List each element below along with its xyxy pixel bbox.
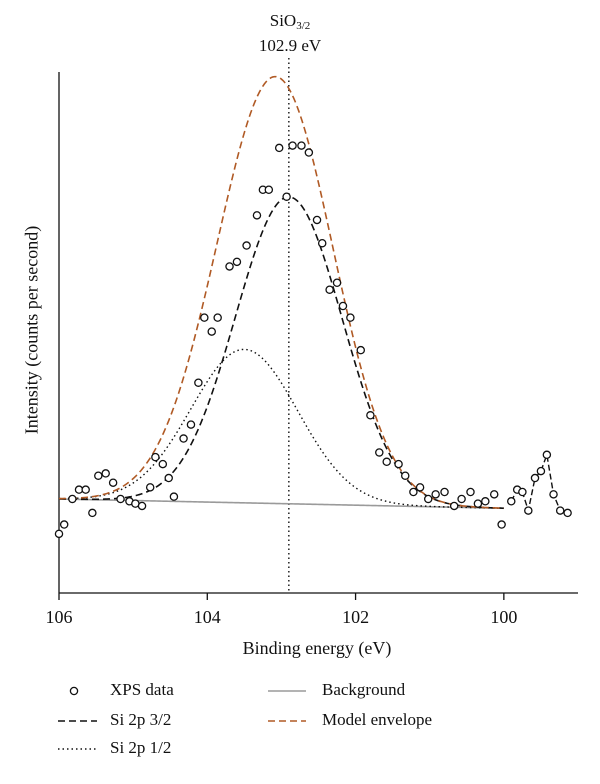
xps-data-point [457,494,466,504]
xps-data-point [356,345,366,355]
xps-data-point [242,241,251,250]
xps-data-point [137,501,147,511]
xps-data-point [274,143,284,153]
xps-data-point [542,450,552,460]
xps-data-point [497,520,506,529]
xps-data-point [346,313,355,322]
xps-data-point [423,494,433,504]
xps-data-point [555,506,565,515]
xps-data-point [332,278,342,287]
xps-data-point [563,508,572,518]
legend-markers [58,686,306,750]
x-tick-label: 102 [342,607,369,627]
xps-data-point [400,471,410,480]
xps-data-point [200,313,209,322]
data-tail-line [510,452,568,514]
xps-data-point [530,473,540,483]
xps-data-point [252,211,262,220]
xps-data-point [394,459,403,469]
xps-data-point [409,487,418,497]
xps-data-point [317,238,327,248]
xps-data-point [282,192,291,201]
xps-data-point [288,141,297,150]
annotation-label: SiO3/2 102.9 eV [240,11,340,56]
xps-data-point [375,448,384,457]
x-ticks: 106 104 102 100 [46,593,517,627]
xps-data-point [88,508,97,518]
xps-data-point [297,141,306,150]
xps-data-point [264,185,274,194]
xps-data-point [466,487,475,497]
x-axis-label: Binding energy (eV) [242,638,392,658]
data-points [54,141,572,539]
x-tick-label: 106 [46,607,73,627]
xps-data-point [108,478,118,487]
xps-data-point [151,452,160,462]
xps-data-point [94,471,103,480]
xps-data-point [338,301,348,311]
xps-data-point [431,490,440,499]
xps-data-point [116,494,125,504]
xps-data-point [489,490,499,499]
legend-label-xps-data: XPS data [110,680,174,699]
axes [58,58,578,594]
xps-data-point [449,501,459,511]
xps-data-point [169,492,179,501]
xps-data-point [59,520,69,529]
xps-data-point [101,469,110,478]
model-envelope-curve [58,75,504,509]
xps-data-point [481,497,490,506]
legend-label-si2p12: Si 2p 1/2 [110,738,172,757]
annotation-energy: 102.9 eV [258,36,322,55]
legend-label-model-envelope: Model envelope [322,710,432,729]
xps-data-point [81,485,90,494]
xps-data-point [304,148,314,157]
x-tick-label: 104 [194,607,221,627]
xps-data-point [473,499,483,508]
xps-data-point [232,257,242,267]
legend-marker-xps-data [69,686,79,696]
xps-data-point [536,466,546,476]
xps-data-point [440,487,449,497]
xps-data-point [164,473,173,483]
si2p32-curve [58,196,504,509]
xps-data-point [207,327,216,336]
xps-data-point [179,434,188,443]
xps-data-point [518,487,527,497]
xps-data-point [549,490,558,499]
xps-data-point [366,411,375,420]
annotation-species: SiO3/2 [269,11,311,32]
xps-data-point [225,262,234,271]
xps-data-point [145,483,155,492]
fit-curves [58,75,504,510]
xps-data-point [68,494,77,504]
legend-label-background: Background [322,680,406,699]
si2p12-curve [58,348,504,509]
xps-data-point [312,215,322,225]
xps-data-point [382,457,391,467]
xps-data-point [325,285,334,294]
xps-data-point [507,497,516,506]
xps-data-point [158,459,168,469]
x-tick-label: 100 [490,607,517,627]
xps-data-point [186,420,196,429]
xps-data-point [194,378,203,387]
xps-data-point [524,506,533,515]
xps-data-point [213,313,222,322]
xps-data-point [415,483,425,492]
y-axis-label: Intensity (counts per second) [21,225,42,435]
legend-label-si2p32: Si 2p 3/2 [110,710,172,729]
xps-data-point [54,529,64,539]
